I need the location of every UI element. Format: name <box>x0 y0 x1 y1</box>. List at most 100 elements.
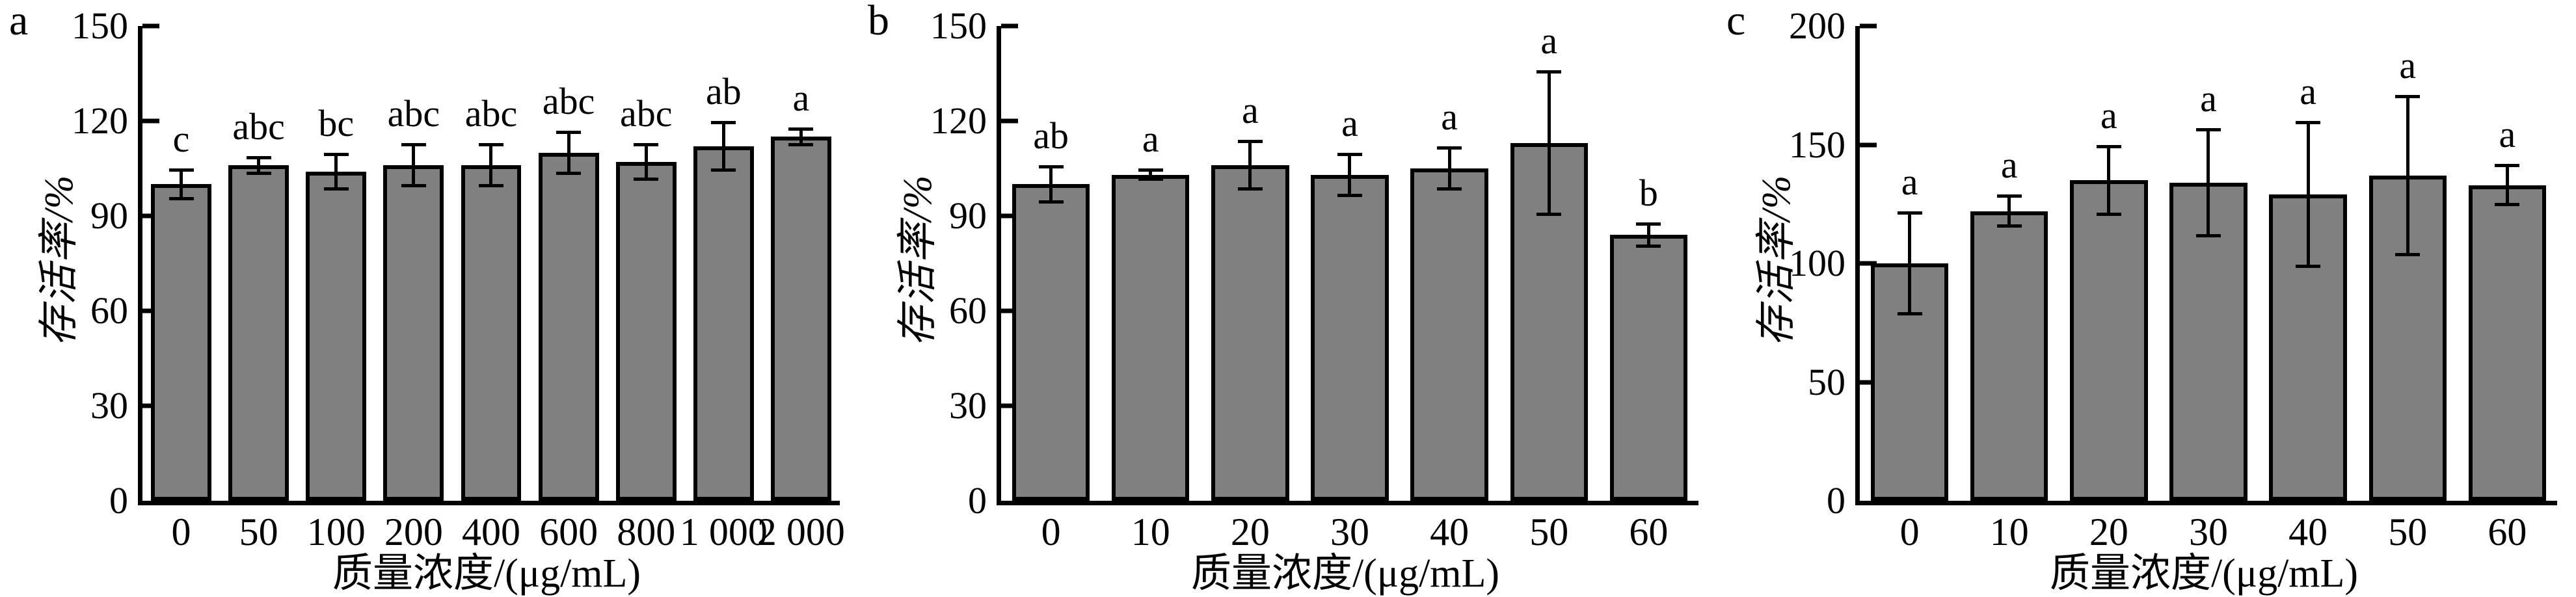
bar <box>693 146 754 501</box>
significance-letter: a <box>1901 160 1918 203</box>
y-tick-label: 30 <box>949 384 987 427</box>
bar-slot: a 10 <box>1959 26 2059 551</box>
significance-letter: a <box>792 76 810 119</box>
y-tick-label: 90 <box>90 194 128 237</box>
error-bar <box>634 143 659 181</box>
x-category-label: 20 <box>2089 511 2128 553</box>
y-axis-tick <box>1001 23 1018 29</box>
bar <box>1410 168 1488 501</box>
plot-area: 0 50 100 150 200 a 0 a 10 a 20 a 30 a 40 a 50 a 60 <box>1789 7 2557 551</box>
significance-letter: a <box>1241 89 1259 132</box>
x-axis-title: 质量浓度/(μg/mL) <box>332 551 641 596</box>
bar <box>1111 174 1190 501</box>
significance-letter: a <box>2499 113 2516 155</box>
bar-slot: ab 1 000 <box>680 26 768 552</box>
bars-area: ab 0 a 10 a 20 a 30 a 40 a 50 b 60 <box>1001 22 1698 551</box>
significance-letter: ab <box>705 70 742 113</box>
y-axis-tick <box>1860 23 1877 29</box>
bar-slot: a 40 <box>1400 26 1499 551</box>
y-tick-label: 100 <box>1789 242 1845 284</box>
significance-letter: a <box>1441 95 1458 138</box>
error-bar <box>1138 168 1163 181</box>
bars-area: c 0 abc 50 bc 100 abc 200 abc 400 abc 600 abc 800 ab 1 … <box>142 26 845 552</box>
y-tick-label: 150 <box>72 5 128 47</box>
x-category-label: 0 <box>171 511 191 553</box>
significance-letter: abc <box>619 92 673 135</box>
chart-panel-a: a 存活率/% 0 30 60 90 120 150 c 0 abc 50 bc 100 abc 200 a… <box>0 0 859 597</box>
error-bar <box>1536 70 1562 216</box>
error-bar <box>788 127 814 146</box>
y-tick-label: 150 <box>930 5 987 47</box>
y-axis-tick <box>1001 118 1018 124</box>
significance-letter: abc <box>232 105 285 148</box>
error-bar <box>2296 121 2321 269</box>
x-category-label: 600 <box>539 511 598 553</box>
error-bar <box>1996 194 2022 228</box>
bar-slot: abc 200 <box>375 26 452 551</box>
error-bar <box>1237 140 1263 191</box>
bar <box>383 165 444 501</box>
bar <box>1311 174 1389 501</box>
significance-letter: a <box>2399 44 2417 86</box>
bar-slot: a 20 <box>1200 26 1300 551</box>
y-tick-label: 0 <box>968 479 987 522</box>
bar-slot: abc 800 <box>608 26 685 551</box>
x-category-label: 200 <box>384 511 443 553</box>
bar <box>770 137 831 501</box>
bar <box>1970 211 2048 501</box>
x-category-label: 1 000 <box>679 511 768 553</box>
bar <box>2468 185 2547 501</box>
significance-letter: abc <box>464 92 518 135</box>
bar <box>151 184 211 501</box>
plot-area: 0 30 60 90 120 150 c 0 abc 50 bc 100 abc 200 abc 400 abc… <box>72 7 845 552</box>
y-axis-title: 存活率/% <box>896 174 940 347</box>
bar <box>228 165 289 501</box>
bar-slot: a 30 <box>1300 26 1399 551</box>
y-axis-tick <box>142 118 159 124</box>
y-axis-tick <box>1860 380 1877 384</box>
significance-letter: abc <box>542 79 595 122</box>
significance-letter: b <box>1639 171 1658 214</box>
bar-slot: a 50 <box>1499 22 1599 551</box>
bar-slot: a 10 <box>1101 26 1200 551</box>
bar-slot: a 20 <box>2059 26 2158 551</box>
error-bar <box>2096 144 2121 216</box>
y-axis-tick <box>142 308 159 313</box>
error-bar <box>323 152 349 191</box>
x-category-label: 40 <box>1430 511 1469 553</box>
error-bar <box>556 130 582 175</box>
y-axis-tick <box>142 23 159 29</box>
x-category-label: 400 <box>461 511 520 553</box>
y-axis-title: 存活率/% <box>37 174 81 347</box>
y-tick-label: 0 <box>1827 479 1845 522</box>
x-category-label: 50 <box>239 511 278 553</box>
x-category-label: 60 <box>1629 511 1669 553</box>
y-tick-label: 50 <box>1808 360 1845 403</box>
y-axis-tick <box>1860 142 1877 147</box>
x-category-label: 2 000 <box>757 511 845 553</box>
significance-letter: ab <box>1033 114 1069 157</box>
y-tick-label: 150 <box>1789 123 1845 166</box>
bar <box>306 171 367 501</box>
chart-panel-b: b 存活率/% 0 30 60 90 120 150 ab 0 a 10 a 20 a 30 a 40 a 50 b… <box>859 0 1717 597</box>
panel-letter: b <box>868 0 889 44</box>
bar <box>1211 165 1289 501</box>
error-bar <box>1038 165 1064 204</box>
bar-slot: a 60 <box>2458 26 2557 551</box>
bar <box>1609 235 1688 501</box>
bar <box>615 162 677 501</box>
y-tick-label: 120 <box>930 100 987 142</box>
significance-letter: a <box>2300 70 2316 113</box>
y-axis-tick <box>142 213 159 219</box>
chart-panel-c: c 存活率/% 0 50 100 150 200 a 0 a 10 a 20 a 30 a 40 a 50 a 60… <box>1717 0 2576 597</box>
significance-letter: abc <box>387 92 440 135</box>
error-bar <box>2395 94 2421 257</box>
significance-letter: a <box>2100 94 2117 137</box>
x-category-label: 50 <box>1529 511 1569 553</box>
x-category-label: 20 <box>1230 511 1270 553</box>
error-bar <box>2195 127 2221 237</box>
y-tick-label: 0 <box>109 479 128 522</box>
bar-slot: abc 400 <box>452 26 530 551</box>
significance-letter: bc <box>318 101 355 144</box>
